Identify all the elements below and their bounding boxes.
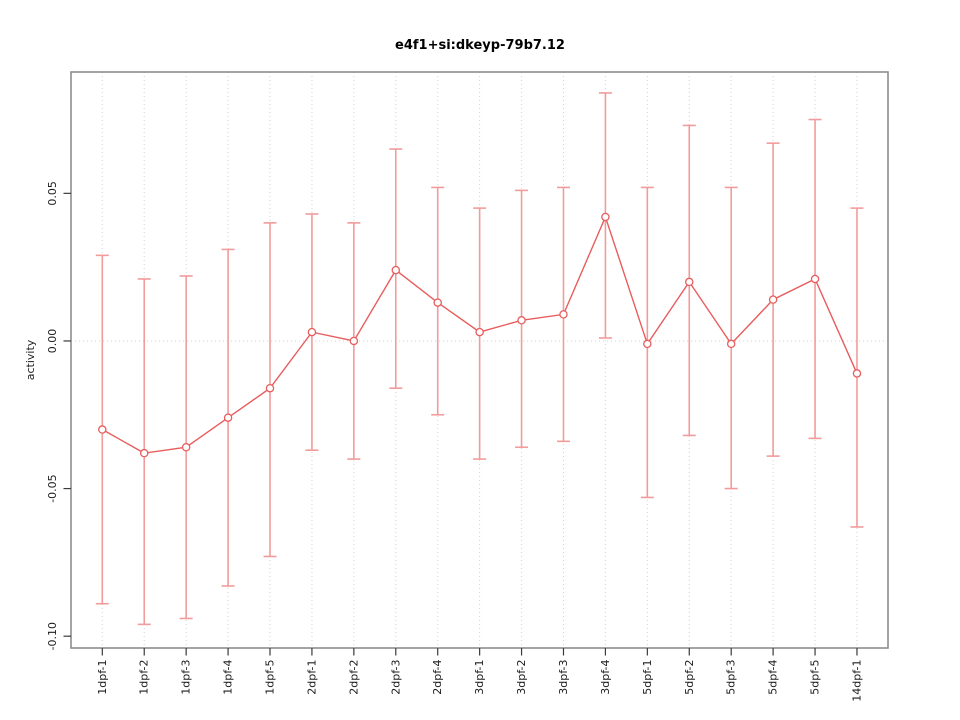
data-point-marker bbox=[139, 448, 149, 458]
data-point-marker bbox=[726, 339, 736, 349]
data-point-marker bbox=[433, 298, 442, 307]
x-tick-label: 1dpf-1 bbox=[96, 660, 109, 695]
data-point-marker bbox=[643, 339, 652, 349]
x-tick-label: 1dpf-3 bbox=[180, 659, 193, 694]
x-tick-label: 3dpf-3 bbox=[557, 659, 570, 694]
x-tick-label: 2dpf-3 bbox=[389, 659, 402, 694]
data-point-marker bbox=[349, 336, 359, 346]
x-tick-label: 3dpf-1 bbox=[473, 660, 486, 695]
x-tick-label: 3dpf-4 bbox=[599, 659, 612, 694]
x-tick-label: 5dpf-3 bbox=[725, 659, 738, 694]
x-tick-label: 5dpf-4 bbox=[767, 659, 780, 694]
data-point-marker bbox=[810, 274, 820, 284]
data-point-marker bbox=[517, 316, 526, 325]
y-tick-label: 0.00 bbox=[46, 329, 59, 354]
chart-title: e4f1+si:dkeyp-79b7.12 bbox=[395, 38, 565, 53]
x-tick-label: 2dpf-4 bbox=[431, 659, 444, 694]
y-tick-label: -0.10 bbox=[46, 622, 59, 650]
data-point-marker bbox=[223, 413, 233, 422]
data-point-marker bbox=[475, 327, 484, 337]
x-tick-label: 5dpf-2 bbox=[683, 660, 696, 695]
x-tick-label: 2dpf-2 bbox=[347, 660, 360, 695]
y-tick-label: -0.05 bbox=[46, 474, 59, 502]
x-tick-label: 14dpf-1 bbox=[850, 660, 863, 702]
data-point-marker bbox=[307, 327, 317, 337]
x-tick-label: 5dpf-5 bbox=[809, 659, 822, 694]
data-point-marker bbox=[559, 310, 568, 319]
data-point-marker bbox=[391, 265, 401, 275]
y-tick-label: 0.05 bbox=[46, 181, 59, 206]
data-point-marker bbox=[265, 383, 275, 393]
x-tick-label: 5dpf-1 bbox=[641, 660, 654, 695]
data-point-marker bbox=[685, 277, 694, 287]
x-tick-label: 3dpf-2 bbox=[515, 660, 528, 695]
data-point-marker bbox=[852, 369, 862, 378]
x-tick-label: 1dpf-4 bbox=[222, 659, 235, 694]
data-point-marker bbox=[768, 295, 778, 304]
x-tick-label: 2dpf-1 bbox=[305, 660, 318, 695]
y-axis-title: activity bbox=[24, 339, 37, 381]
x-tick-label: 1dpf-5 bbox=[264, 659, 277, 694]
x-tick-label: 1dpf-2 bbox=[138, 660, 151, 695]
data-point-marker bbox=[98, 425, 107, 434]
data-point-marker bbox=[181, 442, 191, 452]
data-point-marker bbox=[601, 212, 610, 222]
